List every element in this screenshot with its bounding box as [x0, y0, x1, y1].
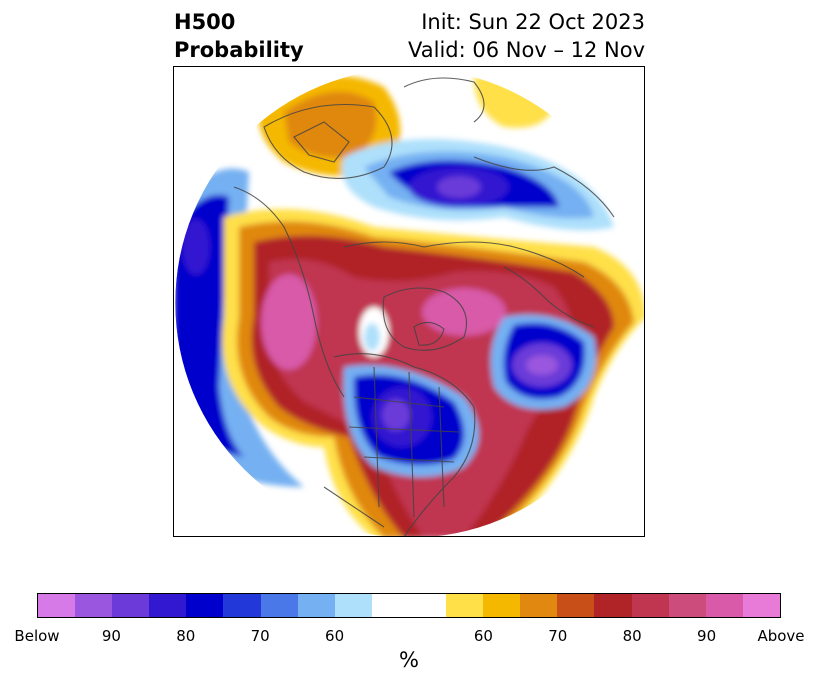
colorbar-tick-label: Above — [757, 627, 805, 645]
colorbar-segment — [334, 594, 372, 617]
colorbar-segment — [223, 594, 261, 617]
colorbar-tick-label: 70 — [548, 627, 568, 645]
colorbar-segment — [186, 594, 224, 617]
colorbar-segment — [668, 594, 706, 617]
colorbar-segment — [520, 594, 558, 617]
colorbar-segment — [408, 594, 447, 617]
colorbar-segment — [112, 594, 150, 617]
colorbar-tick-label: 70 — [250, 627, 270, 645]
coastlines — [233, 77, 615, 536]
product-label: Probability — [174, 38, 304, 62]
colorbar-segment — [705, 594, 743, 617]
colorbar-segment — [371, 594, 409, 617]
colorbar-tick-label: 80 — [176, 627, 196, 645]
colorbar-tick-label: 80 — [622, 627, 642, 645]
colorbar-segment — [631, 594, 669, 617]
colorbar-tick-label: 90 — [697, 627, 717, 645]
colorbar-segment — [260, 594, 298, 617]
map-panel — [173, 66, 645, 537]
colorbar-unit: % — [399, 648, 419, 672]
colorbar-segment — [446, 594, 484, 617]
colorbar-tick-label: Below — [14, 627, 60, 645]
probability-map — [174, 67, 644, 536]
colorbar-segment — [38, 594, 76, 617]
colorbar-tick-label: 60 — [325, 627, 345, 645]
title-right: Init: Sun 22 Oct 2023 Valid: 06 Nov – 12… — [408, 8, 645, 64]
colorbar-segment — [742, 594, 780, 617]
map-disc — [175, 68, 644, 536]
colorbar-segment — [594, 594, 632, 617]
colorbar-segment — [149, 594, 187, 617]
variable-label: H500 — [174, 10, 236, 34]
colorbar-tick-label: 90 — [101, 627, 121, 645]
colorbar-segment — [297, 594, 335, 617]
colorbar-tick-label: 60 — [473, 627, 493, 645]
colorbar-segment — [483, 594, 521, 617]
valid-range: Valid: 06 Nov – 12 Nov — [408, 38, 645, 62]
title-left: H500 Probability — [174, 8, 304, 64]
colorbar-segment — [75, 594, 113, 617]
init-date: Init: Sun 22 Oct 2023 — [421, 10, 645, 34]
colorbar-segment — [557, 594, 595, 617]
colorbar — [37, 593, 781, 618]
